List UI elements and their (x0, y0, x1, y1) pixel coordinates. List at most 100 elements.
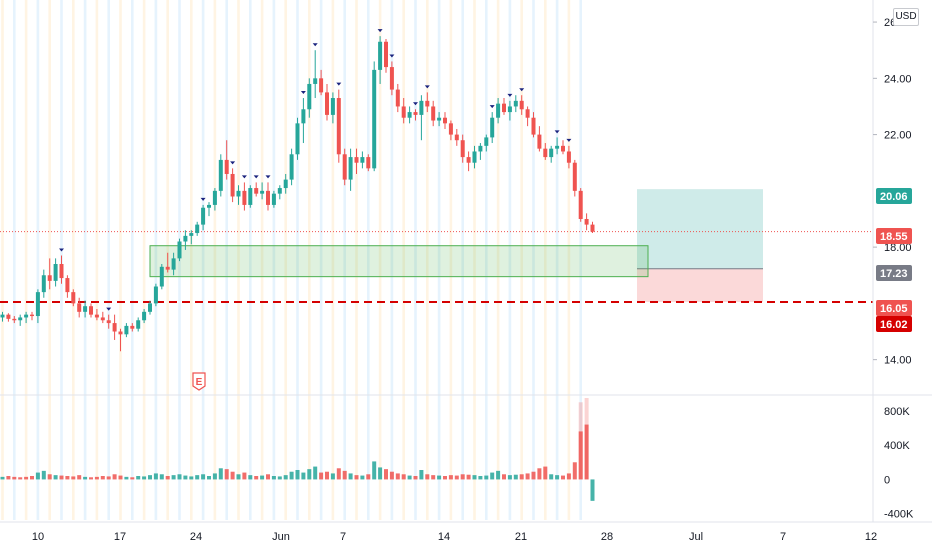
price-tick-label: 14.00 (884, 355, 912, 367)
candle-body (519, 100, 524, 110)
volume-bar (572, 462, 577, 480)
candle-body (578, 190, 583, 219)
earnings-marker: E (192, 372, 206, 391)
candle-body (348, 157, 353, 180)
candle-body (507, 106, 512, 113)
signal-marker (241, 175, 247, 179)
signal-marker (253, 175, 259, 179)
price-tag: 20.06 (876, 188, 912, 204)
volume-bar (159, 474, 164, 480)
candle-body (47, 275, 52, 281)
candle-body (30, 314, 34, 317)
volume-bar (18, 477, 23, 480)
volume-bar (543, 466, 548, 480)
price-tag-box (876, 265, 912, 281)
candle-body (283, 179, 288, 189)
session-band (1, 0, 4, 520)
volume-bar (242, 472, 247, 480)
volume-bar (171, 475, 176, 480)
candle-body (77, 303, 82, 312)
price-tag: 16.02 (876, 316, 912, 332)
volume-bar (177, 474, 182, 480)
volume-bar (549, 474, 554, 480)
currency-badge[interactable]: USD (893, 8, 919, 26)
signal-marker (424, 85, 430, 89)
candle-body (165, 266, 170, 270)
price-tag-label: 20.06 (880, 191, 908, 203)
candle-body (153, 286, 158, 304)
volume-bar (443, 476, 447, 480)
volume-bar (35, 472, 40, 480)
candle-body (89, 306, 93, 315)
session-band (390, 0, 394, 520)
volume-bar (148, 475, 152, 480)
volume-bar (555, 475, 560, 480)
volume-bar (47, 474, 52, 480)
candle-body (555, 145, 560, 149)
session-band (213, 0, 217, 520)
volume-bar (561, 475, 565, 480)
candle-body (53, 264, 58, 281)
session-band (355, 0, 358, 520)
session-band (119, 0, 122, 520)
price-tag: 17.23 (876, 265, 912, 281)
session-band (154, 0, 158, 520)
candle-body (83, 306, 88, 312)
volume-bar (342, 470, 347, 480)
candle-body (142, 311, 147, 321)
candle-body (148, 303, 152, 312)
price-tags: 20.06 18.55 17.23 16.05 16.02 (876, 188, 912, 332)
volume-bar (83, 476, 88, 480)
volume-bar (201, 474, 206, 480)
session-band (201, 0, 205, 520)
session-band (131, 0, 134, 520)
drawing-zones[interactable] (0, 189, 873, 303)
session-band (225, 0, 228, 520)
candle-body (242, 190, 247, 205)
candle-body (566, 151, 571, 163)
signal-marker (265, 175, 271, 179)
session-band (272, 0, 276, 520)
volume-bar (30, 476, 34, 480)
volume-bar (65, 476, 70, 480)
candle-body (71, 292, 76, 304)
volume-bar (189, 476, 194, 480)
candle-body (549, 148, 554, 158)
candle-body (0, 314, 5, 318)
volume-bar (354, 475, 359, 480)
volume-bar (6, 476, 11, 480)
candle-body (6, 314, 11, 319)
time-axis-label: 7 (340, 531, 346, 543)
volume-bar (584, 424, 589, 480)
candle-body (313, 78, 318, 84)
volume-tick-label: -400K (884, 509, 914, 521)
session-band (72, 0, 75, 520)
price-tag-label: 18.55 (880, 231, 908, 243)
candle-body (513, 100, 518, 107)
volume-bar (313, 466, 318, 480)
candle-body (100, 317, 105, 321)
candle-body (525, 109, 530, 118)
candle-body (112, 323, 117, 332)
time-axis-label: 7 (780, 531, 786, 543)
volume-bar (100, 476, 105, 480)
price-tick-label: 22.00 (884, 130, 912, 142)
volume-bar (507, 475, 512, 480)
volume-bar (496, 470, 501, 480)
price-tag-label: 17.23 (880, 268, 908, 280)
volume-bar (212, 473, 217, 480)
candle-body (395, 89, 400, 107)
candle-body (266, 190, 270, 205)
volume-bar (183, 475, 188, 480)
session-band (249, 0, 252, 520)
volume-bar (407, 475, 412, 480)
volume-tick-label: 0 (884, 474, 890, 486)
volume-bar (118, 475, 123, 480)
signal-marker (489, 105, 495, 109)
session-band (83, 0, 87, 520)
volume-bar (301, 472, 306, 480)
signal-markers: E (59, 29, 572, 391)
candle-body (537, 134, 542, 149)
